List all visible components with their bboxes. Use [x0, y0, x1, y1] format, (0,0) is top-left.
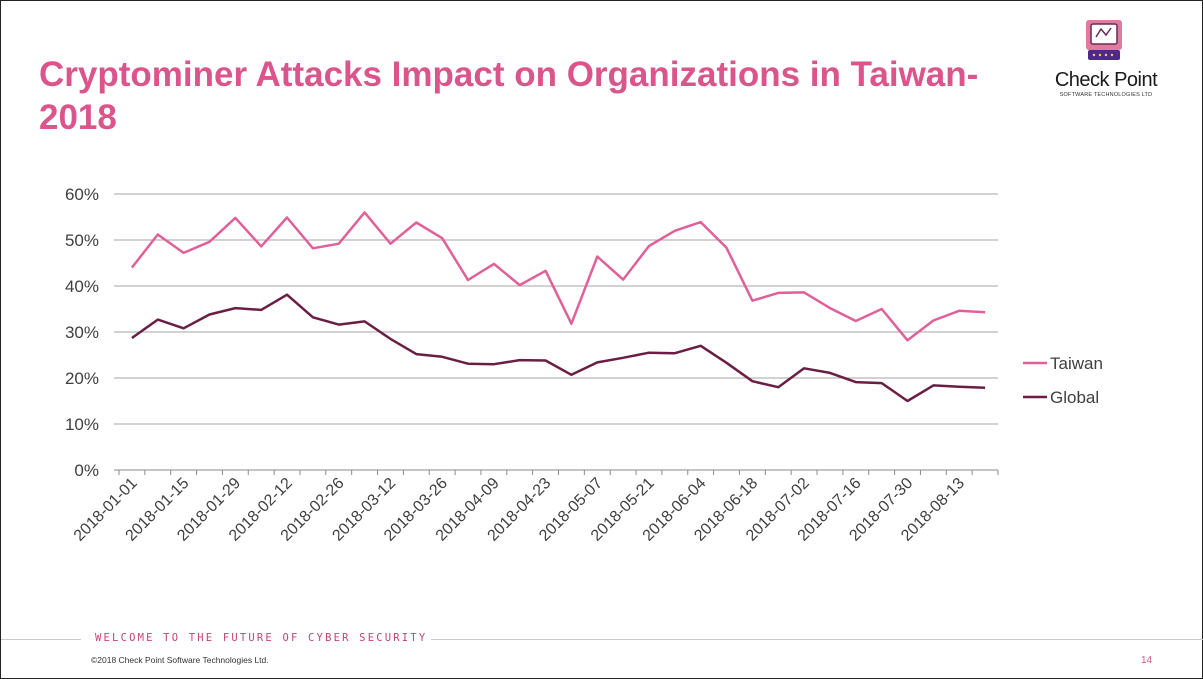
- slide-title: Cryptominer Attacks Impact on Organizati…: [39, 55, 979, 137]
- series-line-taiwan: [130, 211, 986, 342]
- y-tick-label: 50%: [65, 231, 99, 250]
- footer-tagline: WELCOME TO THE FUTURE OF CYBER SECURITY: [91, 632, 432, 644]
- legend-label-taiwan: Taiwan: [1050, 354, 1103, 373]
- logo-tagline: SOFTWARE TECHNOLOGIES LTD: [1059, 92, 1153, 98]
- series-line-global: [131, 293, 986, 403]
- y-tick-label: 10%: [65, 415, 99, 434]
- y-tick-label: 60%: [65, 185, 99, 204]
- copyright-text: ©2018 Check Point Software Technologies …: [91, 655, 269, 665]
- computer-icon: [1086, 20, 1122, 60]
- legend-label-global: Global: [1050, 388, 1099, 407]
- y-tick-label: 40%: [65, 277, 99, 296]
- y-tick-label: 20%: [65, 369, 99, 388]
- logo-name: Check Point: [1054, 69, 1158, 91]
- y-tick-label: 0%: [74, 461, 99, 480]
- line-chart: 0%10%20%30%40%50%60%2018-01-012018-01-15…: [65, 185, 1103, 545]
- check-point-logo: Check Point SOFTWARE TECHNOLOGIES LTD: [1036, 19, 1176, 109]
- y-tick-label: 30%: [65, 323, 99, 342]
- footer-divider-right: [421, 639, 1203, 640]
- footer-divider-left: [1, 639, 81, 640]
- page-number: 14: [1141, 655, 1153, 666]
